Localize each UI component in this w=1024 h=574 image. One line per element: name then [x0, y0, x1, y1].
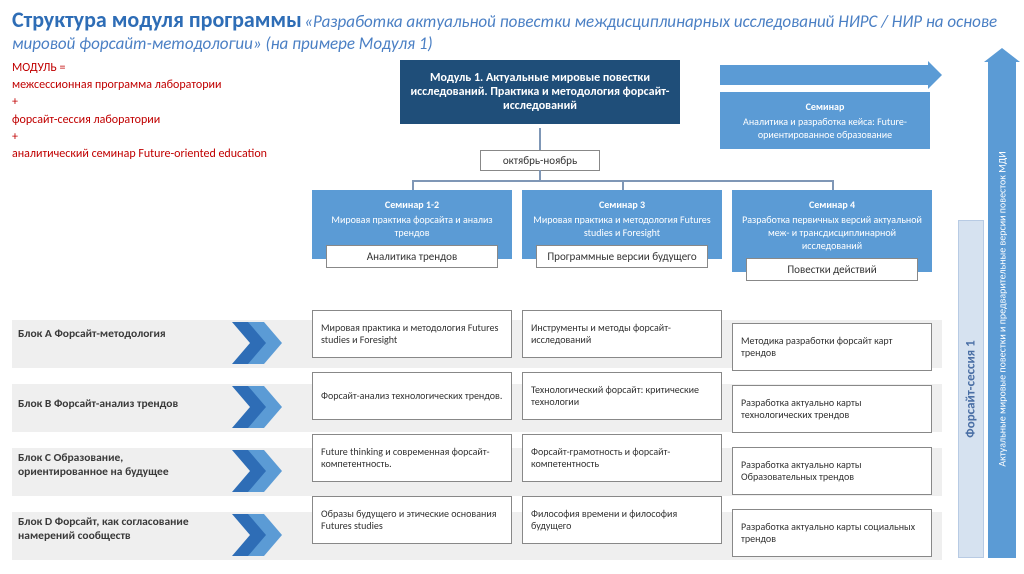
column-tag: Программные версии будущего [536, 245, 708, 268]
period-label: октябрь-ноябрь [480, 150, 600, 171]
note-line: форсайт-сессия лаборатории [12, 112, 312, 128]
cell: Future thinking и современная форсайт-ко… [312, 434, 512, 482]
seminar-number: Семинар 3 [528, 198, 716, 211]
cell: Форсайт-анализ технологических трендов. [312, 372, 512, 420]
cell: Разработка актуально карты технологическ… [732, 385, 932, 433]
chevron-icon [232, 322, 282, 364]
cell: Разработка актуально карты социальных тр… [732, 509, 932, 557]
right-bar-session-label: Форсайт-сессия 1 [964, 340, 979, 437]
right-bar-outcomes: Актуальные мировые повестки и предварите… [988, 60, 1016, 558]
seminar-column-2: Семинар 3 Мировая практика и методология… [522, 190, 722, 544]
connector [539, 170, 541, 180]
module-definition-note: МОДУЛЬ = межсессионная программа лаборат… [12, 60, 312, 163]
chevron-icon [232, 450, 282, 492]
module-box: Модуль 1. Актуальные мировые повестки ис… [400, 60, 680, 124]
cell: Философия времени и философия будущего [522, 496, 722, 544]
cell: Разработка актуально карты Образовательн… [732, 447, 932, 495]
block-label-a: Блок A Форсайт-методология [18, 328, 208, 342]
note-line: аналитический семинар Future-oriented ed… [12, 146, 312, 162]
seminar-case-header: Семинар [730, 100, 920, 113]
block-label-c: Блок C Образование, ориентированное на б… [18, 452, 208, 480]
note-line: МОДУЛЬ = [12, 60, 312, 76]
right-bar-session: Форсайт-сессия 1 [958, 220, 984, 558]
right-bar-outcomes-label: Актуальные мировые повестки и предварите… [996, 151, 1009, 466]
seminar-subtitle: Мировая практика и методология Futures s… [533, 213, 710, 239]
chevron-icon [232, 386, 282, 428]
chevron-icon [232, 514, 282, 556]
cell: Мировая практика и методология Futures s… [312, 310, 512, 358]
page-title: Структура модуля программы «Разработка а… [0, 0, 1024, 56]
seminar-column-3: Семинар 4 Разработка первичных версий ак… [732, 190, 932, 557]
connector [539, 128, 541, 150]
cell: Инструменты и методы форсайт-исследовани… [522, 310, 722, 358]
seminar-number: Семинар 4 [738, 198, 926, 211]
cell: Методика разработки форсайт карт трендов [732, 323, 932, 371]
seminar-arrow [720, 65, 930, 85]
seminar-column-1: Семинар 1-2 Мировая практика форсайта и … [312, 190, 512, 544]
cell: Форсайт-грамотность и форсайт-компетентн… [522, 434, 722, 482]
seminar-subtitle: Мировая практика форсайта и анализ тренд… [331, 213, 492, 239]
cell: Образы будущего и этические основания Fu… [312, 496, 512, 544]
seminar-case-box: Семинар Аналитика и разработка кейса: Fu… [720, 92, 930, 149]
seminar-case-text: Аналитика и разработка кейса: Future-ори… [730, 115, 920, 141]
column-tag: Повестки действий [746, 258, 918, 281]
block-label-b: Блок B Форсайт-анализ трендов [18, 398, 208, 412]
note-line: + [12, 94, 312, 110]
block-label-d: Блок D Форсайт, как согласование намерен… [18, 516, 208, 544]
note-line: межсессионная программа лаборатории [12, 77, 312, 93]
connector [832, 180, 834, 190]
connector [412, 180, 414, 190]
cell: Технологический форсайт: критические тех… [522, 372, 722, 420]
connector [622, 180, 624, 190]
note-line: + [12, 129, 312, 145]
seminar-number: Семинар 1-2 [318, 198, 506, 211]
seminar-subtitle: Разработка первичных версий актуальной м… [742, 213, 922, 252]
title-main: Структура модуля программы [12, 6, 302, 33]
column-tag: Аналитика трендов [326, 245, 498, 268]
